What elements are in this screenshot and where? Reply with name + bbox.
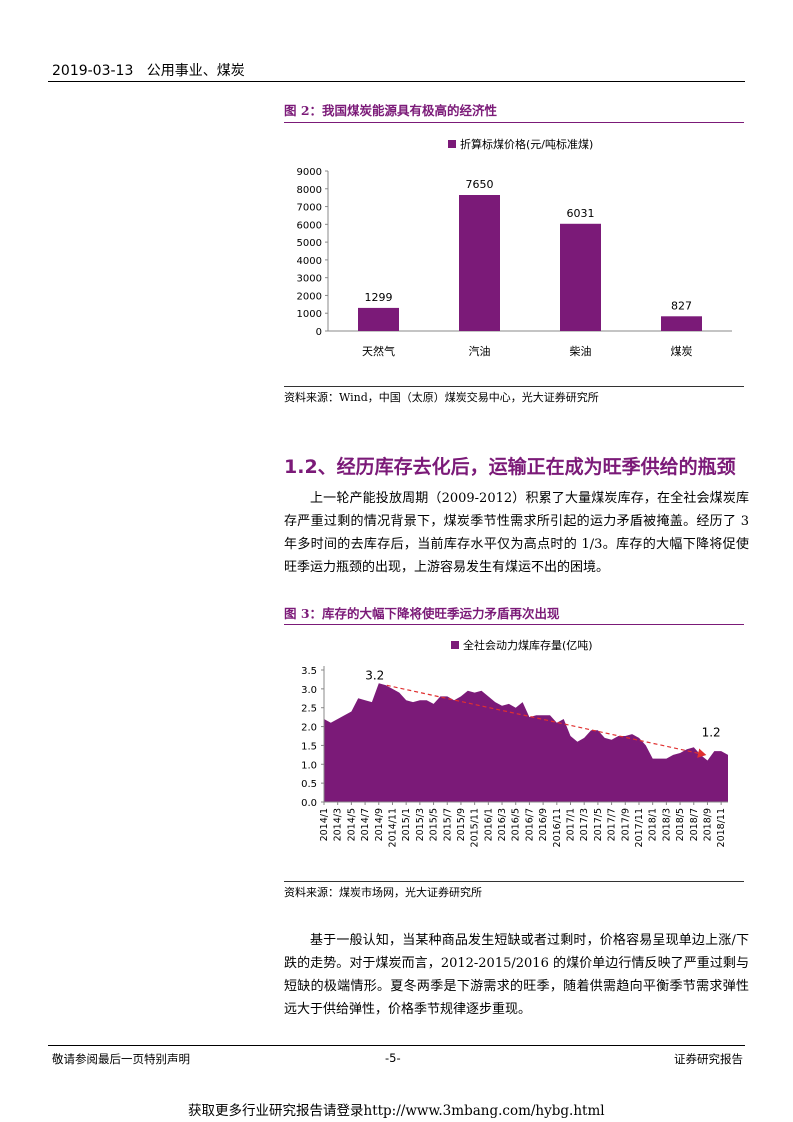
figure2-title: 图 2：我国煤炭能源具有极高的经济性	[284, 103, 498, 118]
x-tick-label: 2015/5	[429, 808, 440, 841]
annotation-label: 3.2	[365, 668, 384, 682]
y-tick-label: 7000	[297, 203, 322, 214]
x-tick-label: 2016/3	[497, 808, 508, 841]
x-tick-label: 2018/5	[675, 808, 686, 841]
y-tick-label: 4000	[297, 256, 322, 267]
x-tick-label: 2018/9	[702, 808, 713, 841]
bar-value-label: 827	[671, 299, 692, 312]
x-tick-label: 2017/1	[566, 808, 577, 841]
paragraph-inventory: 上一轮产能投放周期（2009-2012）积累了大量煤炭库存，在全社会煤炭库存严重…	[284, 491, 749, 575]
legend-swatch	[448, 140, 456, 148]
paragraph-price: 基于一般认知，当某种商品发生短缺或者过剩时，价格容易呈现单边上涨/下跌的走势。对…	[284, 933, 749, 1017]
section-title: 1.2、经历库存去化后，运输正在成为旺季供给的瓶颈	[284, 456, 736, 478]
trend-arrow	[386, 684, 707, 758]
x-tick-label: 2014/1	[319, 808, 330, 841]
x-tick-label: 2015/7	[442, 808, 453, 841]
bar	[661, 316, 702, 331]
x-tick-label: 2015/9	[456, 808, 467, 841]
x-tick-label: 2018/7	[689, 808, 700, 841]
y-tick-label: 2.0	[301, 723, 317, 734]
x-tick-label: 2015/1	[401, 808, 412, 841]
figure2-source: 资料来源：Wind，中国（太原）煤炭交易中心，光大证券研究所	[284, 391, 599, 404]
x-tick-label: 天然气	[362, 344, 395, 358]
x-tick-label: 汽油	[469, 344, 491, 358]
y-tick-label: 1.0	[301, 760, 317, 771]
x-tick-label: 2016/7	[524, 808, 535, 841]
figure3-source: 资料来源：煤炭市场网，光大证券研究所	[284, 886, 482, 899]
bar	[358, 307, 399, 331]
bar-value-label: 1299	[365, 291, 393, 304]
page-number: -5-	[385, 1051, 401, 1065]
x-tick-label: 2016/5	[511, 808, 522, 841]
footer-report-type: 证券研究报告	[674, 1052, 743, 1066]
x-tick-label: 柴油	[570, 344, 592, 358]
footer-disclaimer: 敬请参阅最后一页特别声明	[52, 1052, 190, 1066]
bar-value-label: 7650	[466, 178, 494, 191]
report-date: 2019-03-13	[52, 63, 134, 79]
x-tick-label: 2016/11	[552, 808, 563, 847]
x-tick-label: 2017/9	[620, 808, 631, 841]
y-tick-label: 6000	[297, 220, 322, 231]
bar-value-label: 6031	[567, 207, 595, 220]
figure2-title-rule	[284, 122, 744, 123]
x-tick-label: 2015/3	[415, 808, 426, 841]
y-tick-label: 5000	[297, 238, 322, 249]
watermark-link[interactable]: 获取更多行业研究报告请登录http://www.3mbang.com/hybg.…	[188, 1103, 605, 1119]
x-tick-label: 2018/11	[716, 808, 727, 847]
x-tick-label: 2016/1	[483, 808, 494, 841]
inventory-area	[324, 683, 728, 802]
x-tick-label: 2017/5	[593, 808, 604, 841]
y-tick-label: 3.5	[301, 666, 317, 677]
figure3-source-rule	[284, 881, 744, 882]
x-tick-label: 2014/9	[374, 808, 385, 841]
y-tick-label: 0.5	[301, 779, 317, 790]
footer-divider	[48, 1045, 745, 1046]
bar	[459, 195, 500, 331]
figure3-title: 图 3：库存的大幅下降将使旺季运力矛盾再次出现	[284, 606, 560, 621]
x-tick-label: 2017/3	[579, 808, 590, 841]
x-tick-label: 2014/5	[346, 808, 357, 841]
figure2-source-rule	[284, 386, 744, 387]
figure3-title-rule	[284, 624, 744, 625]
y-tick-label: 1000	[297, 309, 322, 320]
x-tick-label: 2015/11	[470, 808, 481, 847]
report-sector: 公用事业、煤炭	[146, 63, 245, 79]
legend-label: 全社会动力煤库存量(亿吨)	[463, 638, 593, 652]
annotation-label: 1.2	[702, 726, 721, 740]
legend-swatch	[451, 641, 459, 649]
x-tick-label: 2017/11	[634, 808, 645, 847]
x-tick-label: 2017/7	[607, 808, 618, 841]
bar	[560, 223, 601, 331]
y-tick-label: 1.5	[301, 741, 317, 752]
header-divider	[48, 81, 745, 82]
x-tick-label: 2018/3	[661, 808, 672, 841]
x-tick-label: 2016/9	[538, 808, 549, 841]
figure3-area-chart: 全社会动力煤库存量(亿吨) 0.0 0.5 1.0 1.5 2.0 2.5 3.0 3.5 201…	[301, 638, 728, 847]
y-tick-label: 0.0	[301, 798, 317, 809]
x-tick-label: 2014/11	[387, 808, 398, 847]
figure2-bar-chart: 折算标煤价格(元/吨标准煤) 0 1000 2000 3000 4000 5000 6000 7…	[297, 137, 732, 358]
legend-label: 折算标煤价格(元/吨标准煤)	[460, 137, 593, 151]
x-tick-label: 2014/7	[360, 808, 371, 841]
y-tick-label: 3000	[297, 274, 322, 285]
x-tick-label: 煤炭	[671, 345, 693, 358]
y-tick-label: 2000	[297, 291, 322, 302]
y-tick-label: 9000	[297, 167, 322, 178]
y-tick-label: 8000	[297, 185, 322, 196]
x-tick-label: 2014/3	[333, 808, 344, 841]
x-tick-label: 2018/1	[648, 808, 659, 841]
y-tick-label: 0	[316, 327, 322, 338]
y-tick-label: 2.5	[301, 704, 317, 715]
page-header: 2019-03-13 公用事业、煤炭	[52, 60, 245, 80]
y-tick-label: 3.0	[301, 685, 317, 696]
